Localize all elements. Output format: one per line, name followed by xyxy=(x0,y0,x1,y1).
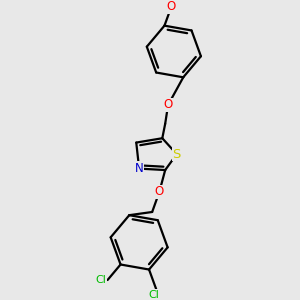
Text: Cl: Cl xyxy=(148,290,159,300)
Text: O: O xyxy=(167,0,176,13)
Text: N: N xyxy=(135,162,143,175)
Text: O: O xyxy=(164,98,173,112)
Text: O: O xyxy=(155,185,164,198)
Text: S: S xyxy=(172,148,181,160)
Text: Cl: Cl xyxy=(96,275,106,285)
